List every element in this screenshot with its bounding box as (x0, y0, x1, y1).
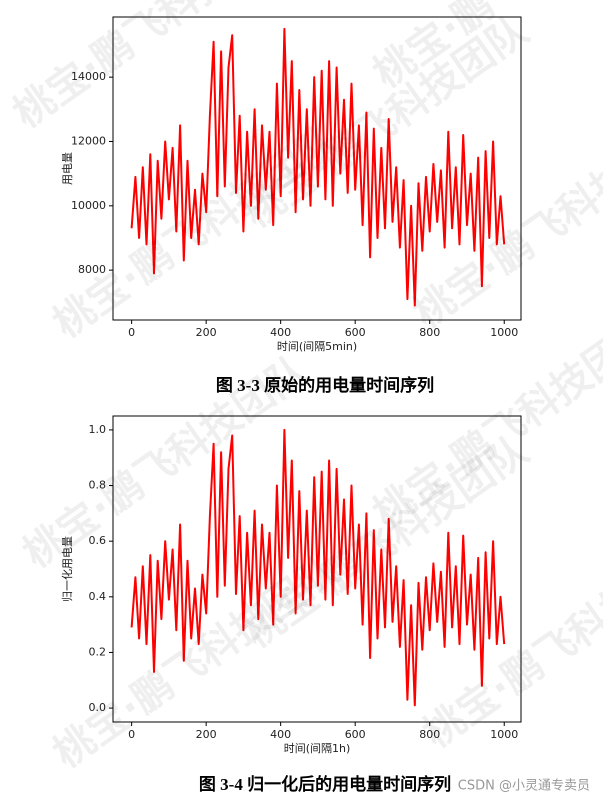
y-tick-label: 10000 (71, 199, 106, 212)
y-axis-label: 归一化用电量 (60, 536, 74, 602)
y-tick-label: 0.6 (89, 534, 107, 547)
y-tick-label: 0.2 (89, 645, 107, 658)
y-tick-label: 1.0 (89, 423, 107, 436)
x-tick-label: 200 (196, 326, 217, 339)
x-tick-label: 1000 (490, 728, 518, 741)
y-tick-label: 0.8 (89, 479, 107, 492)
x-tick-label: 800 (419, 728, 440, 741)
figure-caption: 图 3-3 原始的用电量时间序列 (216, 375, 434, 395)
credit: CSDN @小灵通专卖员 (458, 779, 590, 794)
y-tick-label: 0.0 (89, 701, 107, 714)
figure-caption: 图 3-4 归一化后的用电量时间序列 (199, 774, 451, 794)
data-line (130, 428, 506, 707)
x-axis-label: 时间(间隔5min) (277, 340, 357, 353)
x-tick-label: 0 (128, 728, 135, 741)
y-tick-label: 12000 (71, 134, 106, 147)
x-tick-label: 1000 (490, 326, 518, 339)
x-tick-label: 800 (419, 326, 440, 339)
y-tick-label: 8000 (78, 263, 106, 276)
x-tick-label: 600 (345, 326, 366, 339)
y-tick-label: 0.4 (89, 590, 107, 603)
data-line (130, 27, 506, 307)
x-tick-label: 600 (345, 728, 366, 741)
x-tick-label: 400 (270, 326, 291, 339)
y-axis-label: 用电量 (61, 152, 74, 185)
x-tick-label: 400 (270, 728, 291, 741)
y-tick-label: 14000 (71, 70, 106, 83)
x-axis-label: 时间(间隔1h) (284, 742, 351, 755)
x-tick-label: 0 (128, 326, 135, 339)
x-tick-label: 200 (196, 728, 217, 741)
